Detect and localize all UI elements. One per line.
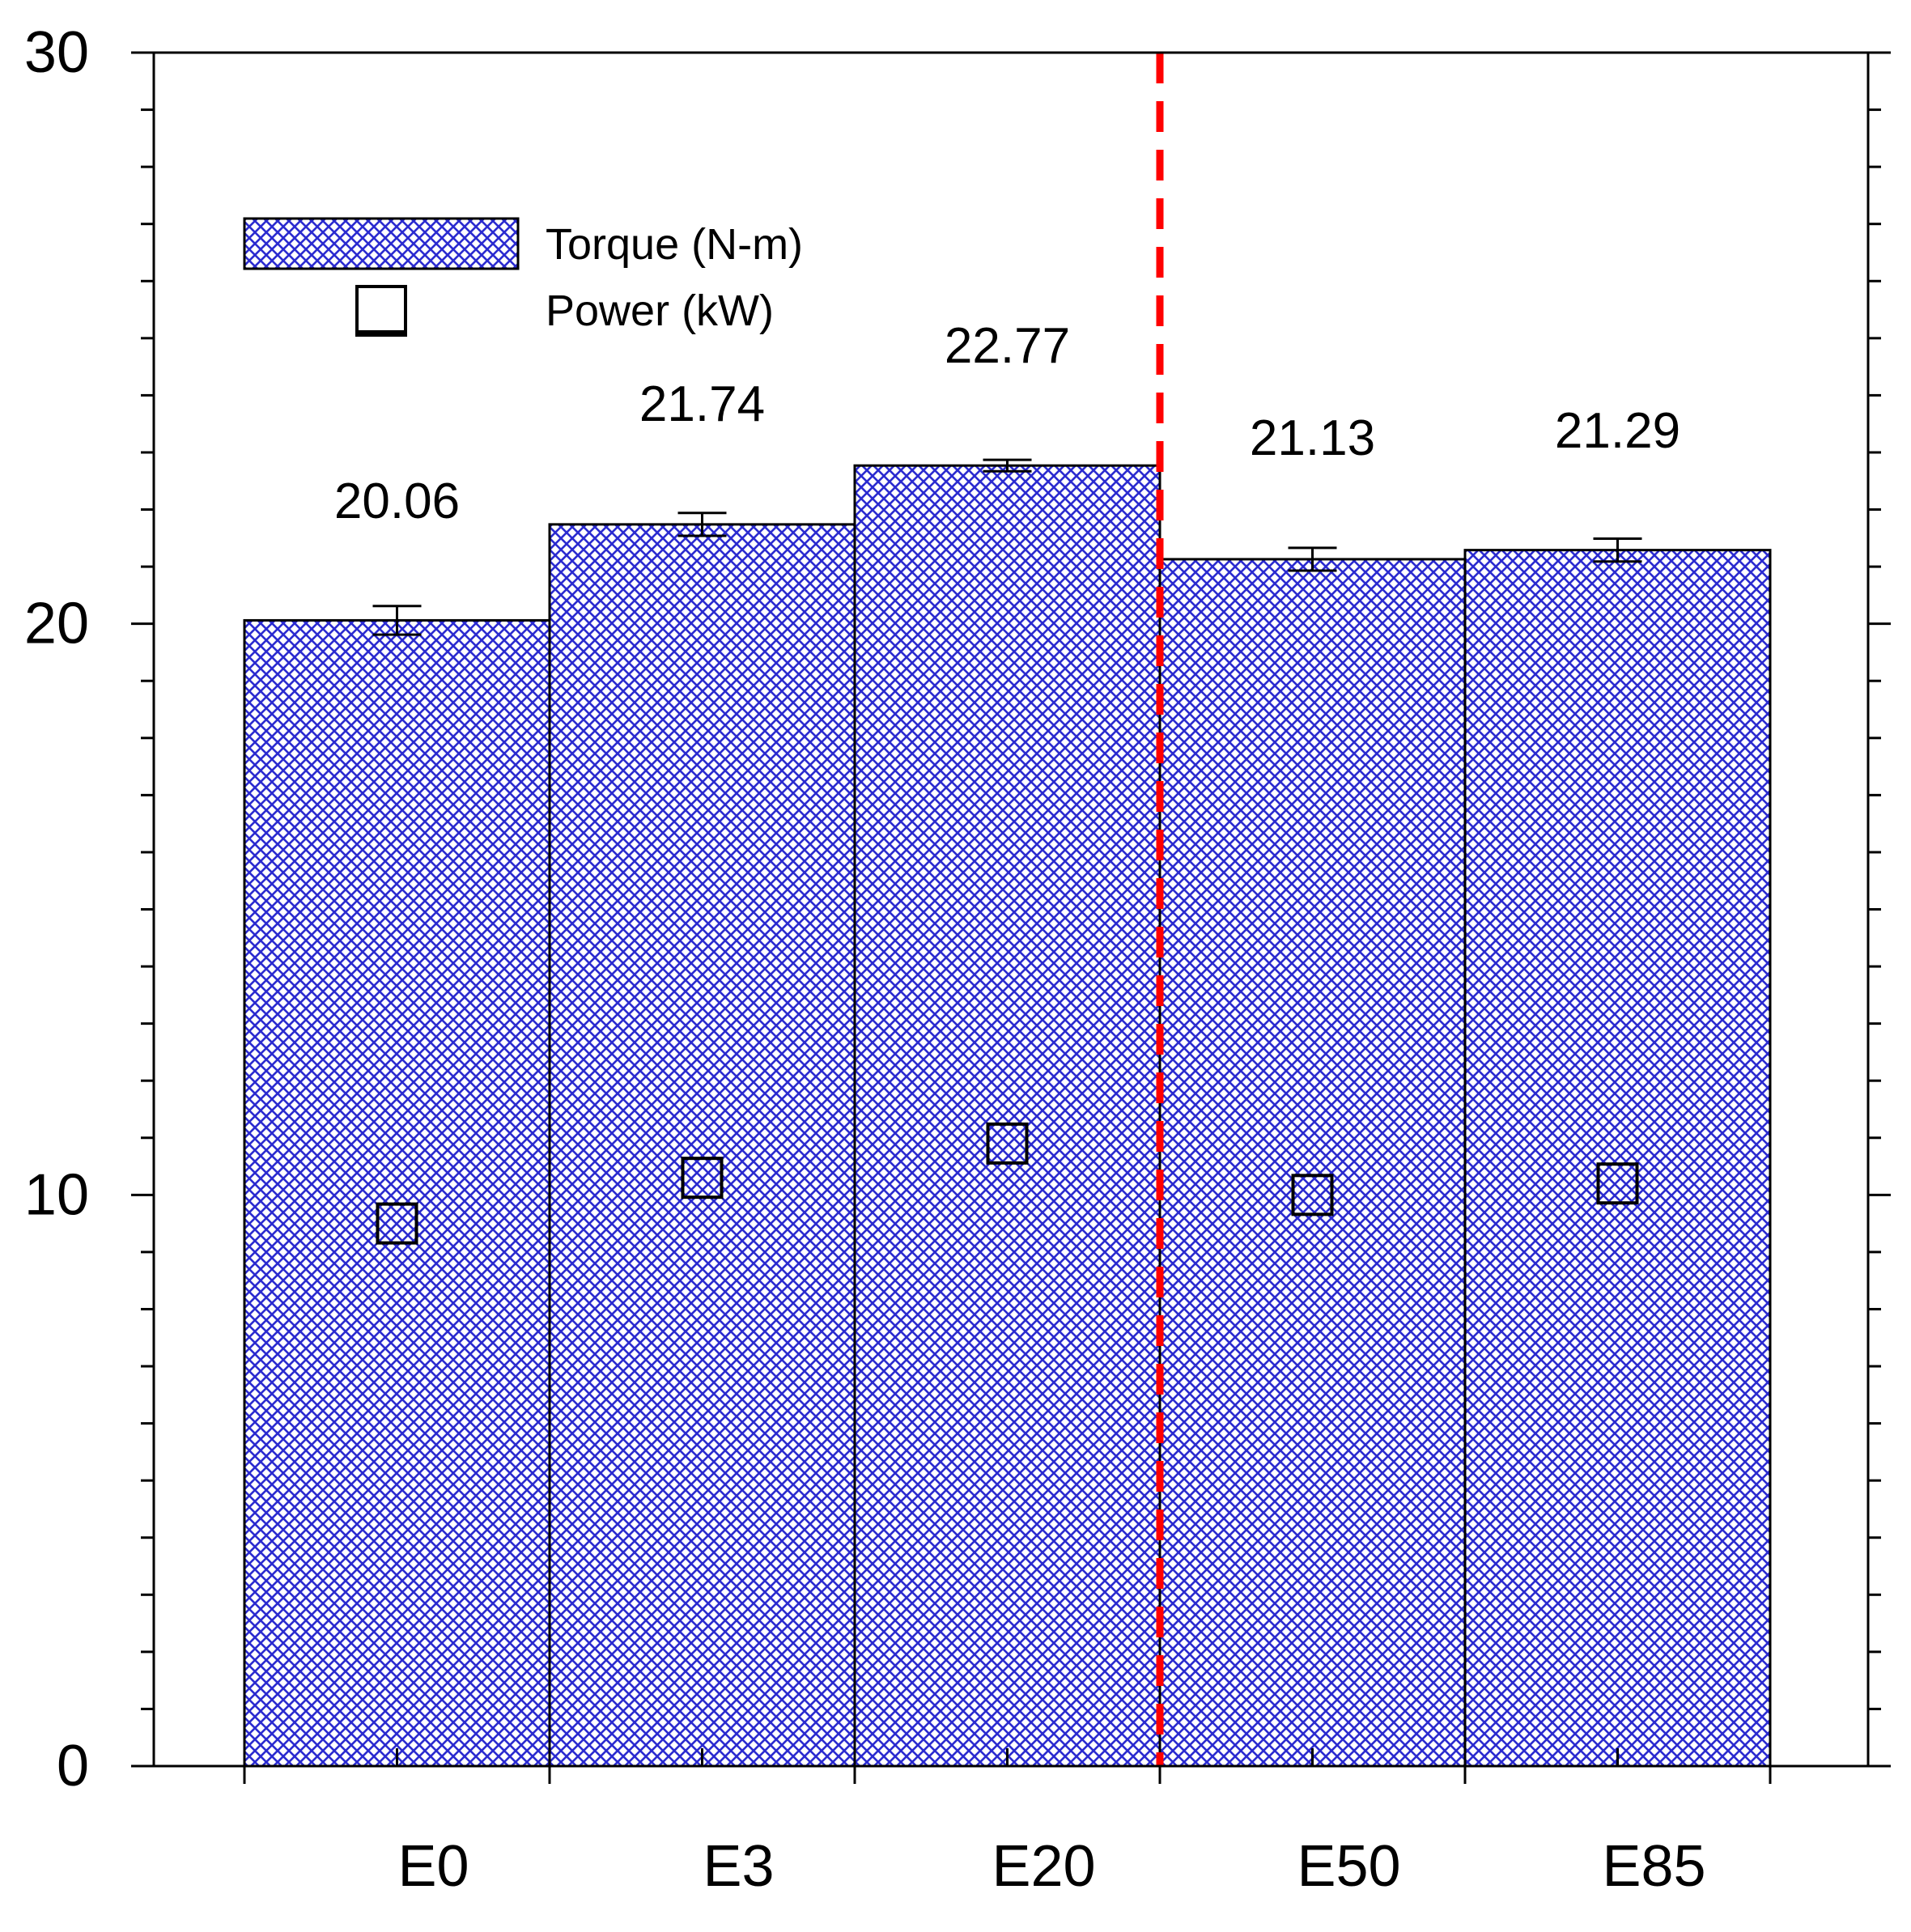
legend-label-torque: Torque (N-m) xyxy=(546,220,803,269)
x-tick-label-e3: E3 xyxy=(703,1834,774,1899)
error-bar-e20 xyxy=(983,458,1032,473)
y-tick-label: 0 xyxy=(57,1734,89,1798)
y-tick-label: 20 xyxy=(24,592,89,656)
bar-e0 xyxy=(243,618,551,1768)
power-marker-e0 xyxy=(376,1202,418,1245)
legend: Torque (N-m) Power (kW) xyxy=(243,217,803,337)
x-tick-label-e0: E0 xyxy=(397,1834,469,1899)
error-bar-e85 xyxy=(1593,537,1642,563)
legend-swatch-torque xyxy=(243,217,520,270)
power-marker-e3 xyxy=(681,1157,724,1200)
data-label-e85: 21.29 xyxy=(1555,403,1680,459)
x-tick-label-e20: E20 xyxy=(992,1834,1095,1899)
error-bar-e0 xyxy=(372,605,422,636)
data-label-e3: 21.74 xyxy=(639,376,765,432)
power-marker-e20 xyxy=(986,1122,1029,1165)
bars-layer xyxy=(243,458,1772,1768)
power-marker-e85 xyxy=(1596,1162,1639,1205)
y-tick-label: 30 xyxy=(24,20,89,85)
labels-layer: 20.06 21.74 22.77 21.13 21.29 xyxy=(334,318,1680,529)
legend-swatch-power-shadow xyxy=(357,330,406,337)
data-label-e20: 22.77 xyxy=(945,318,1070,374)
power-marker-e50 xyxy=(1291,1174,1334,1217)
bar-e50 xyxy=(1158,558,1467,1768)
error-bar-e3 xyxy=(677,512,727,537)
markers-layer xyxy=(376,1122,1639,1245)
x-tick-label-e85: E85 xyxy=(1602,1834,1705,1899)
x-tick-label-e50: E50 xyxy=(1297,1834,1400,1899)
legend-label-power: Power (kW) xyxy=(546,287,774,335)
error-bar-e50 xyxy=(1288,546,1337,572)
bar-e3 xyxy=(548,523,856,1768)
bar-e85 xyxy=(1463,549,1772,1768)
axes-layer: 0 10 20 30 E0 E3 E20 E50 E85 xyxy=(24,20,1891,1899)
data-label-e0: 20.06 xyxy=(334,473,460,529)
bar-e20 xyxy=(853,464,1161,1768)
legend-swatch-power xyxy=(355,285,407,337)
data-label-e50: 21.13 xyxy=(1250,410,1375,466)
y-tick-label: 10 xyxy=(24,1162,89,1227)
